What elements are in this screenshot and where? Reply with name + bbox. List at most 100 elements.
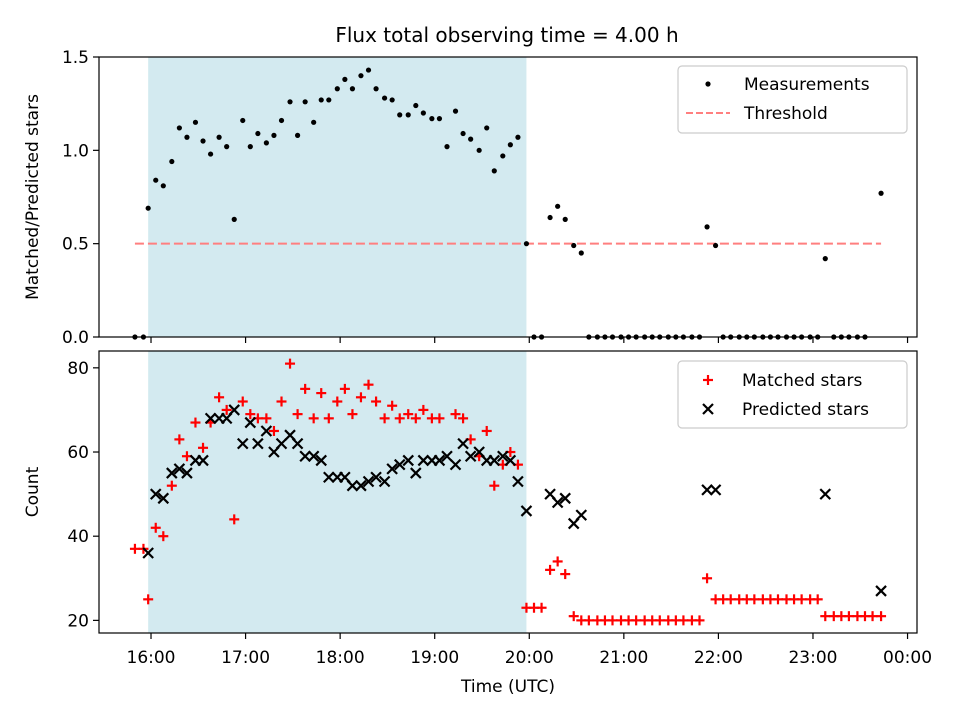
measurement-point — [373, 86, 379, 92]
matched-star-point — [292, 409, 303, 420]
predicted-star-point — [323, 471, 335, 484]
matched-star-point — [143, 594, 154, 605]
measurement-point — [476, 147, 482, 153]
matched-star-point — [749, 594, 760, 605]
predicted-star-point — [441, 450, 453, 463]
predicted-star-point — [497, 450, 509, 463]
bottom-x-axis-ticks: 16:00 17:00 18:00 19:00 20:00 21:00 22:00 23:00… — [127, 633, 932, 668]
matched-star-point — [694, 615, 705, 626]
measurement-point — [278, 117, 285, 124]
measurement-point — [381, 95, 388, 101]
y-tick-label: 1.0 — [62, 141, 89, 161]
matched-star-point — [796, 594, 807, 605]
y-tick-label: 1.5 — [62, 48, 89, 68]
predicted-star-point — [315, 454, 328, 467]
predicted-star-point — [386, 463, 398, 475]
panel-bottom: 20 40 60 80 16:00 17:00 18:00 19:00 20:00 21:00 2… — [23, 350, 932, 697]
predicted-star-point — [819, 488, 832, 500]
matched-star-point — [450, 409, 461, 420]
measurement-point — [192, 119, 199, 125]
measurement-point — [500, 153, 506, 159]
predicted-star-point — [149, 488, 162, 500]
matched-star-point — [316, 388, 327, 399]
predicted-star-point — [142, 547, 154, 559]
predicted-star-point — [559, 492, 571, 505]
measurement-point — [318, 97, 324, 103]
measurement-point — [523, 241, 530, 247]
measurement-point — [704, 224, 710, 230]
measurement-point — [342, 76, 348, 82]
matched-star-point — [268, 425, 279, 436]
measurement-point — [287, 99, 293, 105]
top-y-axis-ticks: 0.0 0.5 1.0 1.5 — [62, 48, 99, 348]
matched-star-point — [129, 543, 140, 554]
x-tick-label: 19:00 — [410, 648, 459, 668]
y-tick-label: 0.5 — [62, 235, 89, 255]
matched-star-point — [214, 392, 225, 403]
measurement-point — [160, 183, 166, 189]
measurement-point — [429, 116, 435, 122]
matched-star-point — [379, 413, 390, 424]
y-tick-label: 40 — [67, 527, 89, 547]
predicted-star-point — [355, 479, 367, 492]
matched-star-point — [339, 383, 350, 394]
bottom-y-axis-ticks: 20 40 60 80 — [67, 359, 99, 631]
measurement-point — [822, 256, 828, 262]
matched-star-point — [536, 602, 547, 613]
x-tick-label: 17:00 — [221, 648, 270, 668]
bottom-panel-frame — [98, 350, 918, 634]
matched-star-point — [403, 409, 414, 420]
predicted-star-point — [709, 484, 722, 496]
measurement-point — [878, 190, 884, 196]
observing-window-shade — [148, 57, 527, 337]
measurement-point — [255, 130, 261, 137]
matched-star-point — [347, 409, 358, 420]
matched-star-point — [174, 434, 185, 445]
predicted-star-point — [197, 454, 209, 467]
predicted-star-point — [378, 475, 391, 488]
chart-title: Flux total observing time = 4.00 h — [335, 23, 678, 47]
predicted-star-point — [575, 509, 588, 521]
predicted-star-point — [204, 412, 217, 425]
measurement-point — [145, 205, 151, 211]
measurement-point — [184, 134, 190, 140]
matched-star-point — [394, 413, 405, 424]
predicted-star-point — [362, 475, 375, 488]
matched-star-point — [285, 358, 296, 369]
y-tick-label: 20 — [67, 611, 89, 631]
predicted-star-point — [299, 450, 311, 463]
measurement-point — [413, 102, 419, 109]
measurement-point — [444, 144, 450, 150]
measurement-point — [452, 108, 459, 114]
predicted-star-point — [417, 454, 430, 467]
legend-predicted-label: Predicted stars — [742, 400, 869, 420]
measurement-point — [515, 134, 521, 140]
matched-star-point — [418, 404, 429, 415]
predicted-star-point — [520, 505, 533, 517]
measurement-point — [231, 216, 237, 222]
predicted-star-point — [181, 467, 193, 479]
matched-star-point — [867, 611, 878, 622]
x-tick-label: 16:00 — [127, 648, 176, 668]
legend-measurements-label: Measurements — [744, 75, 870, 95]
top-x-axis-ticks — [150, 337, 909, 343]
predicted-star-point — [173, 463, 186, 475]
predicted-star-point — [166, 467, 178, 479]
legend-bottom-box — [677, 360, 908, 429]
matched-star-point — [489, 480, 500, 491]
bottom-y-axis-label: Count — [23, 466, 43, 517]
matched-star-point — [221, 404, 232, 415]
measurement-point — [263, 140, 269, 146]
matched-star-point — [568, 611, 579, 622]
predicted-star-point — [275, 437, 288, 450]
predicted-star-point — [252, 437, 264, 450]
top-y-axis-label: Matched/Predicted stars — [23, 94, 43, 300]
predicted-star-point — [236, 437, 249, 450]
matched-star-point — [820, 611, 831, 622]
measurement-point — [562, 216, 568, 222]
matched-star-point — [371, 396, 382, 407]
matched-star-point — [323, 413, 334, 424]
x-tick-label: 20:00 — [505, 648, 554, 668]
matched-star-point — [552, 556, 563, 567]
measurement-point — [405, 112, 411, 118]
